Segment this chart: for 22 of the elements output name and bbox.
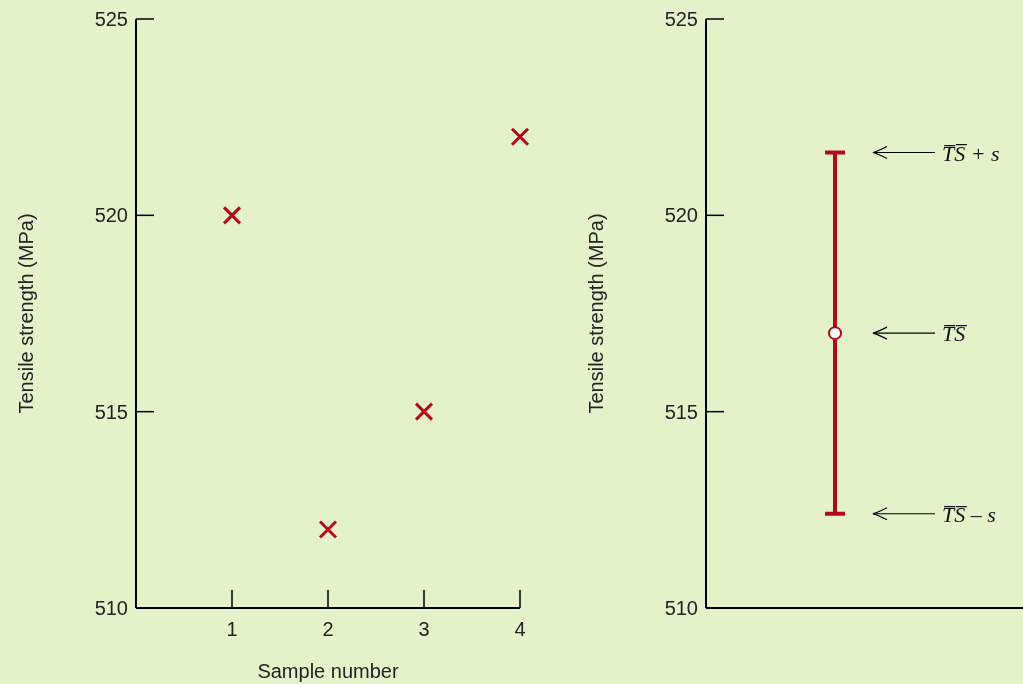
annotation: T̅S̅ – s — [942, 501, 996, 527]
annotation: T̅S̅ + s — [942, 140, 1000, 166]
y-tick-label: 525 — [94, 8, 128, 30]
x-tick-label: 2 — [322, 618, 334, 640]
point — [414, 402, 434, 422]
y-tick-label: 525 — [664, 8, 698, 30]
x-tick-label: 1 — [226, 618, 238, 640]
point — [318, 519, 338, 539]
y-tick-label: 510 — [94, 597, 128, 619]
y-tick-label: 520 — [664, 204, 698, 227]
y-tick-label: 520 — [94, 204, 128, 227]
x-axis-title: Sample number — [257, 660, 399, 682]
point — [510, 127, 530, 147]
y-tick-label: 515 — [94, 400, 128, 423]
annotation: T̅S̅ — [942, 321, 968, 347]
x-tick-label: 3 — [418, 618, 430, 640]
y-tick-label: 515 — [664, 400, 698, 423]
y-tick-label: 510 — [664, 597, 698, 619]
x-tick-label: 4 — [514, 618, 526, 640]
point — [222, 205, 242, 225]
y-axis-title: Tensile strength (MPa) — [585, 213, 608, 414]
y-axis-title: Tensile strength (MPa) — [15, 213, 38, 414]
